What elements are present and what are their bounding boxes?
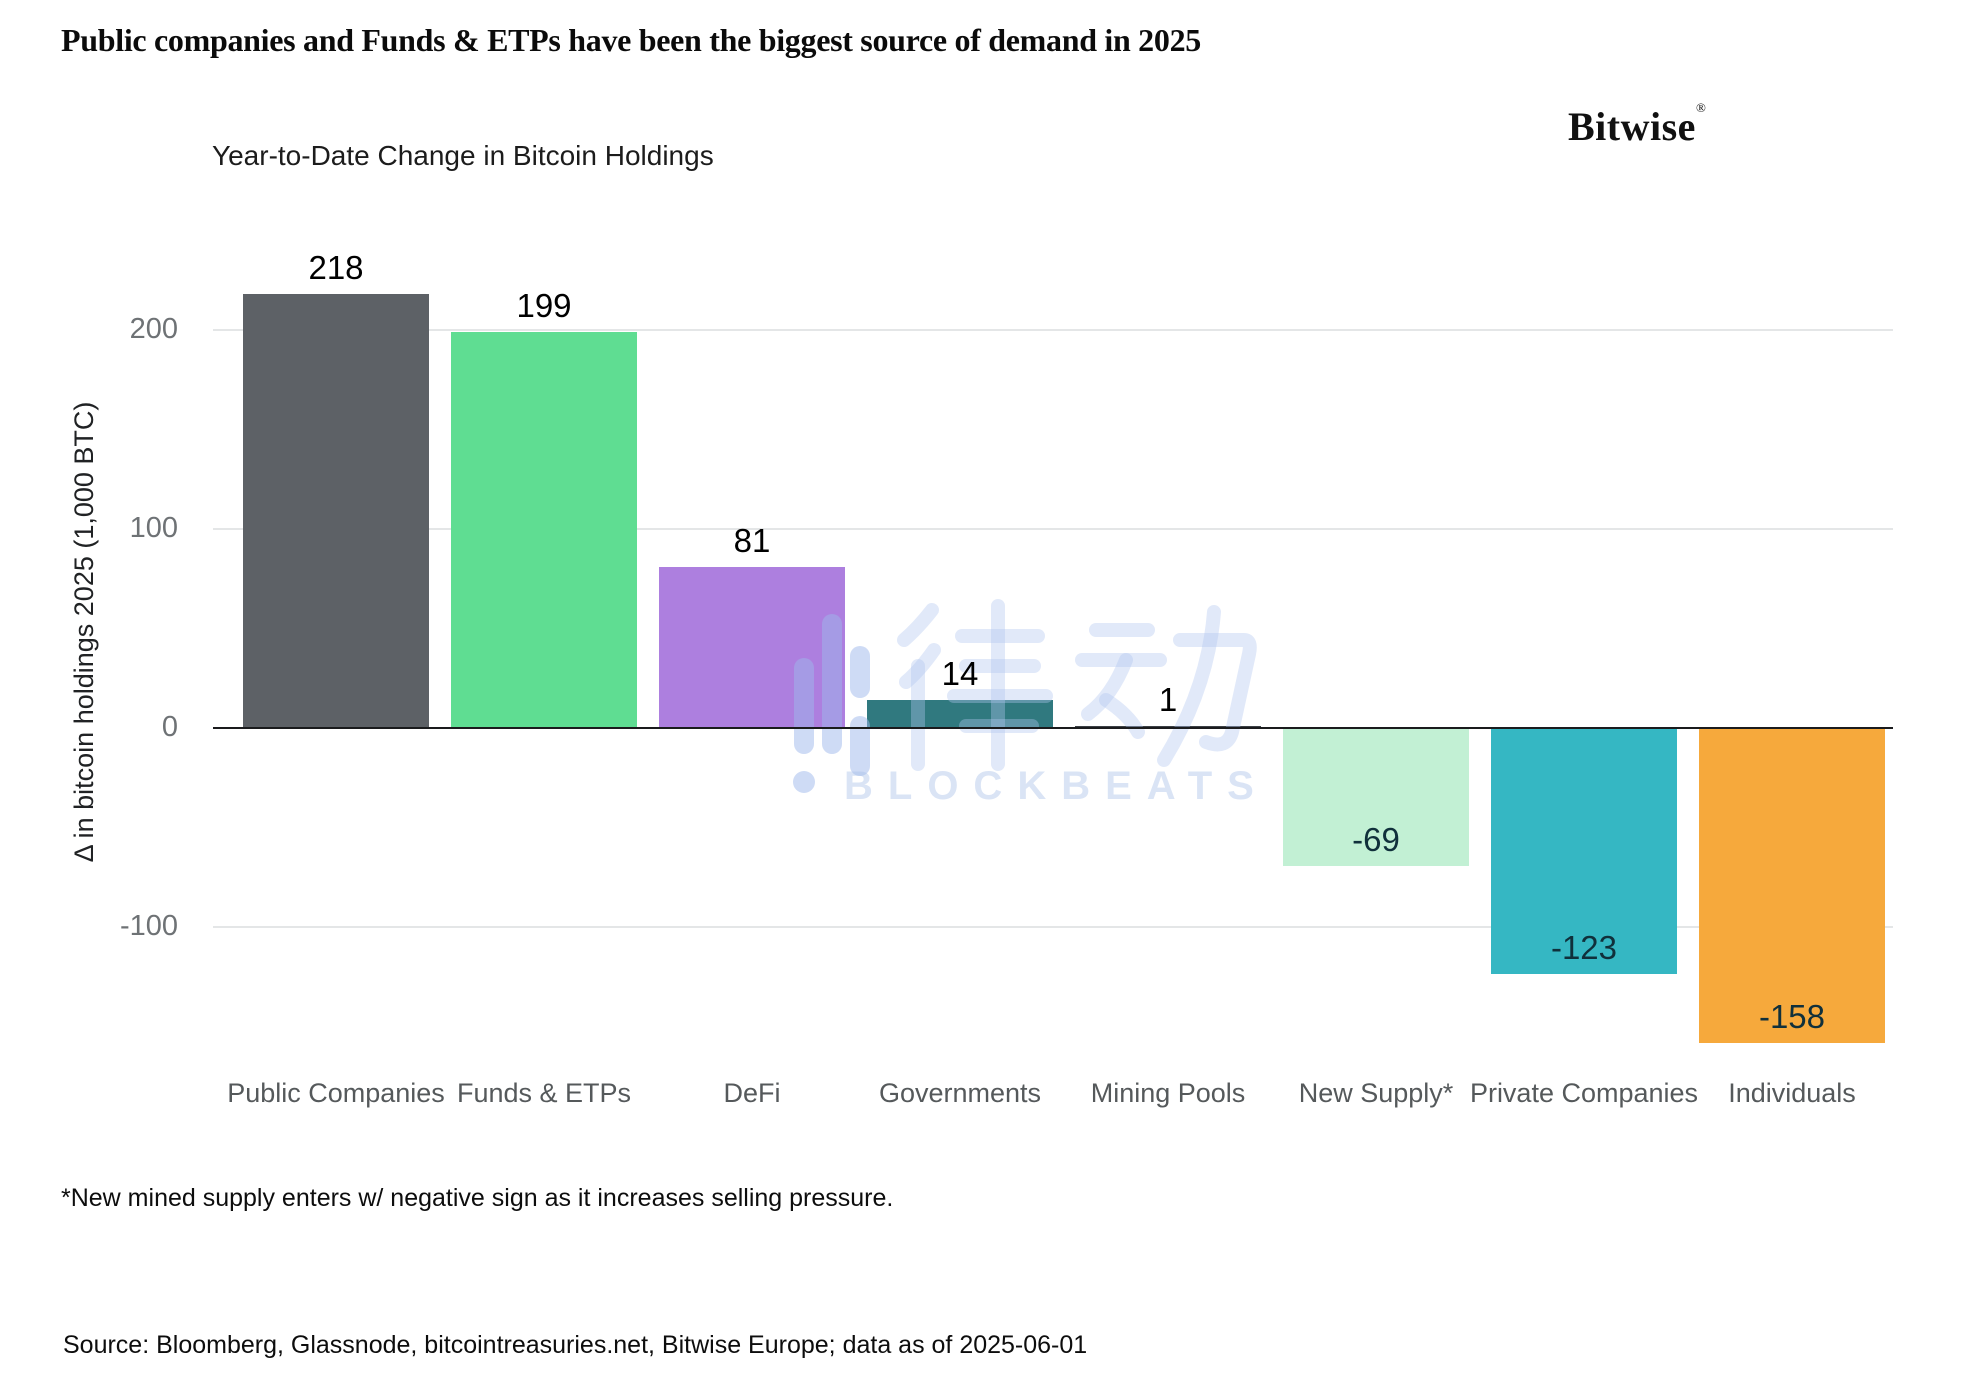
bar bbox=[243, 294, 429, 728]
chart-subtitle: Year-to-Date Change in Bitcoin Holdings bbox=[212, 140, 714, 171]
bar-value-label: 1 bbox=[1158, 681, 1178, 718]
bitwise-logo: Bitwise® bbox=[1568, 100, 1706, 150]
page-title: Public companies and Funds & ETPs have b… bbox=[61, 22, 1201, 58]
bar bbox=[1699, 729, 1885, 1043]
bar-value-label: -69 bbox=[1352, 821, 1400, 858]
y-tick-label: 100 bbox=[129, 512, 178, 544]
bar-value-label: 199 bbox=[516, 287, 572, 324]
gridline bbox=[213, 329, 1893, 331]
x-axis-label: Individuals bbox=[1728, 1078, 1856, 1108]
footnote: *New mined supply enters w/ negative sig… bbox=[61, 1184, 894, 1212]
x-axis-label: New Supply* bbox=[1298, 1078, 1454, 1108]
gridline bbox=[213, 528, 1893, 530]
bar-value-label: 14 bbox=[941, 655, 979, 692]
x-axis-label: Private Companies bbox=[1469, 1078, 1699, 1108]
gridline bbox=[213, 926, 1893, 928]
bar-value-label: -158 bbox=[1758, 998, 1826, 1035]
x-axis-label: Governments bbox=[878, 1078, 1042, 1108]
x-axis-label: Mining Pools bbox=[1090, 1078, 1246, 1108]
registered-trademark-symbol: ® bbox=[1695, 100, 1707, 115]
source-line: Source: Bloomberg, Glassnode, bitcointre… bbox=[63, 1331, 1088, 1359]
bar-value-label: 218 bbox=[308, 249, 364, 286]
x-axis-label: Public Companies bbox=[227, 1078, 445, 1108]
bar-value-label: 81 bbox=[733, 522, 771, 559]
x-axis-label: DeFi bbox=[723, 1078, 781, 1108]
bar-value-label: -123 bbox=[1550, 929, 1618, 966]
bar bbox=[1491, 729, 1677, 974]
bar bbox=[451, 332, 637, 728]
bar bbox=[1283, 729, 1469, 866]
bitwise-logo-text: Bitwise bbox=[1568, 104, 1696, 149]
zero-axis-line bbox=[213, 727, 1893, 729]
x-axis-label: Funds & ETPs bbox=[456, 1078, 632, 1108]
bar bbox=[867, 700, 1053, 728]
y-tick-label: 0 bbox=[161, 711, 178, 743]
y-tick-label: 200 bbox=[129, 313, 178, 345]
y-tick-label: -100 bbox=[119, 910, 178, 942]
bar bbox=[659, 567, 845, 728]
